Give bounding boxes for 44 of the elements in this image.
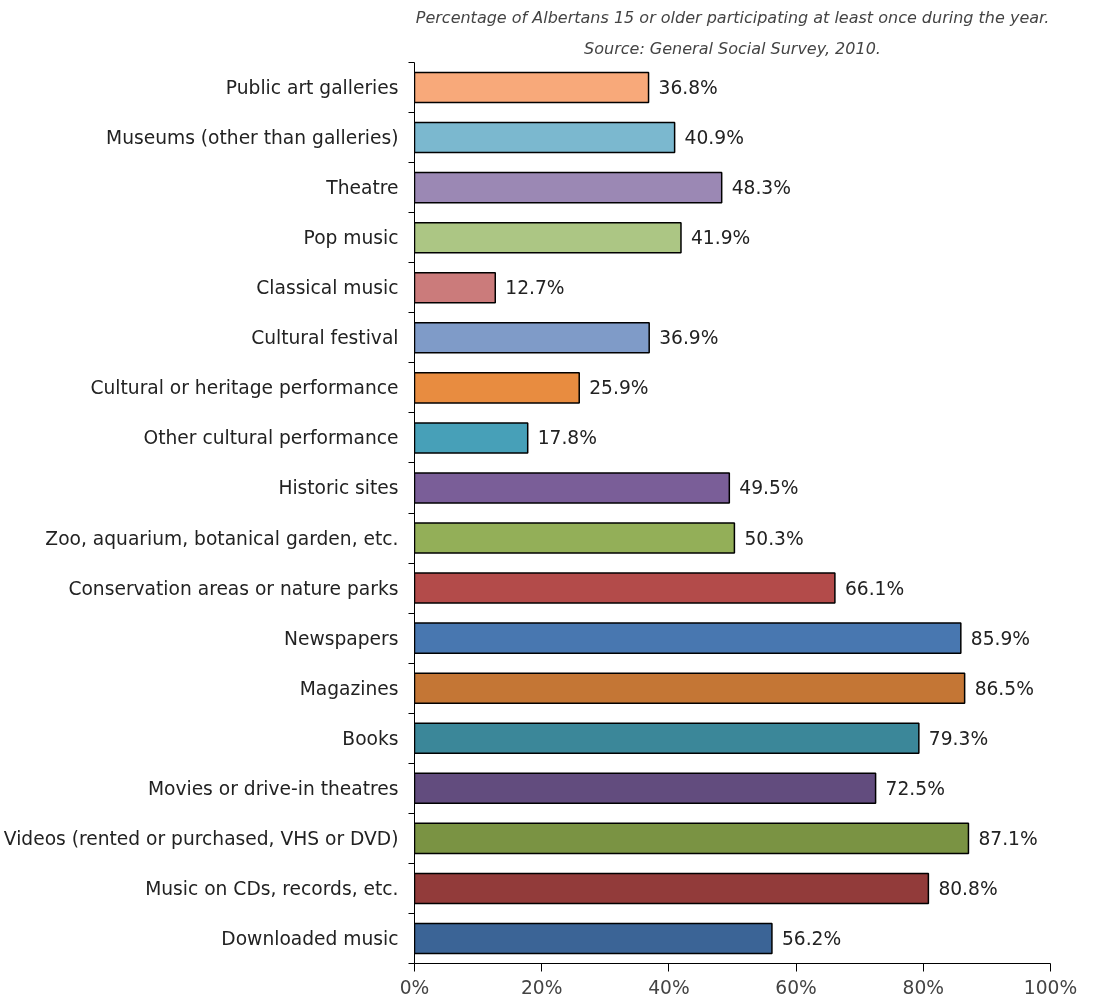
x-tick-label: 80% <box>902 976 945 998</box>
data-label: 49.5% <box>739 477 799 499</box>
x-tick-label: 60% <box>775 976 817 998</box>
data-label: 87.1% <box>978 827 1038 849</box>
x-tick-label: 100% <box>1023 976 1078 998</box>
data-label: 40.9% <box>684 127 744 149</box>
data-label: 86.5% <box>974 677 1034 699</box>
y-tick-label: Movies or drive-in theatres <box>147 777 399 799</box>
y-tick-label: Videos (rented or purchased, VHS or DVD) <box>3 827 399 849</box>
y-tick-label: Zoo, aquarium, botanical garden, etc. <box>45 527 399 549</box>
y-tick-label: Cultural or heritage performance <box>90 377 399 399</box>
x-tick-label: 40% <box>648 976 690 998</box>
data-label: 25.9% <box>589 377 649 399</box>
data-label: 72.5% <box>885 777 945 799</box>
data-label: 79.3% <box>928 727 989 749</box>
y-tick-label: Museums (other than galleries) <box>106 127 399 149</box>
data-label: 12.7% <box>505 277 565 299</box>
y-tick-label: Music on CDs, records, etc. <box>145 877 399 899</box>
y-tick-label: Books <box>342 727 399 749</box>
y-tick-label: Public art galleries <box>225 77 399 99</box>
y-tick-label: Magazines <box>299 677 399 699</box>
chart-title: Percentage of Albertans 15 or older participating at least once during the year. <box>415 7 1050 27</box>
y-tick-label: Historic sites <box>278 477 399 499</box>
y-tick-label: Downloaded music <box>221 927 399 949</box>
x-tick-label: 20% <box>520 976 563 998</box>
data-label: 36.8% <box>658 77 718 99</box>
y-tick-label: Cultural festival <box>251 327 399 349</box>
data-label: 85.9% <box>970 627 1031 649</box>
y-tick-label: Theatre <box>325 177 399 199</box>
data-label: 50.3% <box>744 527 804 549</box>
x-tick-label: 0% <box>399 976 430 998</box>
data-label: 56.2% <box>781 927 842 949</box>
y-tick-label: Classical music <box>256 277 399 299</box>
y-tick-label: Pop music <box>303 227 399 249</box>
source-note: Source: General Social Survey, 2010. <box>584 38 881 58</box>
data-label: 66.1% <box>844 577 905 599</box>
y-tick-label: Newspapers <box>284 627 399 649</box>
y-tick-label: Conservation areas or nature parks <box>68 577 399 599</box>
data-label: 17.8% <box>537 427 597 449</box>
data-label: 36.9% <box>659 327 719 349</box>
data-label: 48.3% <box>731 177 791 199</box>
data-label: 41.9% <box>690 227 751 249</box>
data-label: 80.8% <box>938 877 998 899</box>
y-tick-label: Other cultural performance <box>143 427 399 449</box>
